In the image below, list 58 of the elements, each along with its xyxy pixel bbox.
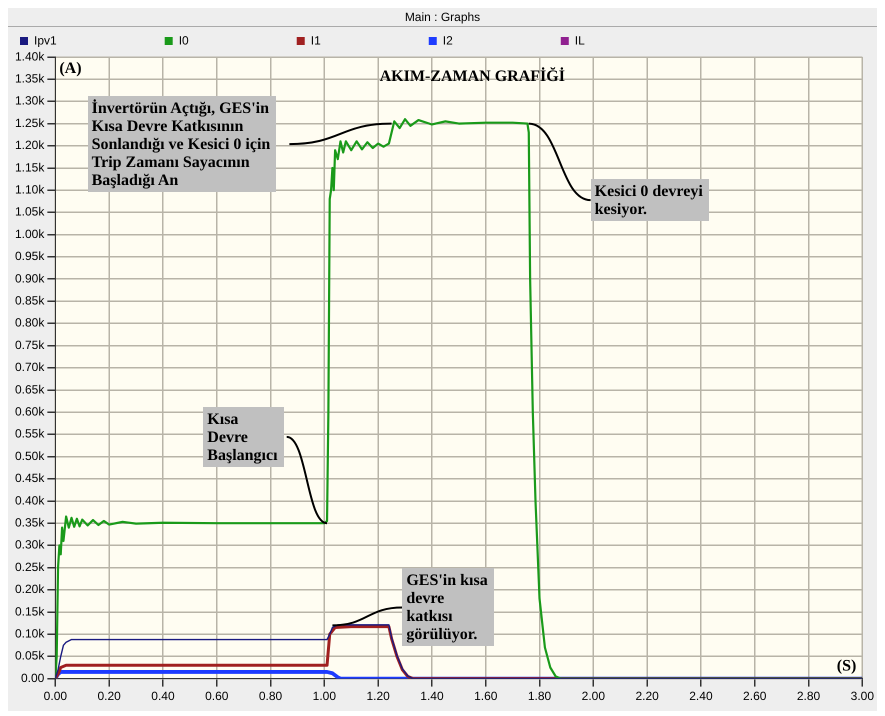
annotation: Kesici 0 devreyi kesiyor. [594, 183, 704, 220]
y-tick-label: 1.35k [14, 72, 46, 86]
x-tick-label: 2.60 [743, 689, 767, 704]
y-tick-label: 0.45k [14, 471, 46, 486]
y-tick-label: 0.20k [14, 582, 46, 596]
y-tick-label: 1.30k [14, 94, 46, 108]
y-tick-label: 1.00k [14, 226, 46, 241]
y-tick-label: 0.75k [14, 338, 46, 352]
y-tick-label: 0.25k [14, 560, 46, 574]
y-tick-label: 0.35k [14, 516, 46, 530]
x-tick-label: 2.00 [582, 689, 606, 704]
legend-label: I0 [178, 33, 289, 48]
legend-label: I1 [310, 33, 421, 48]
y-tick-label: 1.15k [14, 160, 46, 174]
y-tick-label: 1.40k [14, 49, 46, 64]
y-tick-label: 0.40k [14, 493, 46, 508]
x-tick-label: 1.60 [474, 689, 498, 704]
y-tick-label: 0.60k [14, 404, 46, 419]
y-tick-label: 1.20k [14, 138, 46, 152]
annotation: GES'in kısa devre katkısı görülüyor. [406, 572, 489, 644]
legend-label: I2 [442, 33, 553, 48]
annotation: Kısa Devre Başlangıcı [207, 410, 279, 465]
x-tick-label: 0.20 [97, 689, 122, 704]
x-tick-label: 3.00 [850, 689, 874, 704]
y-axis-title: (A) [59, 60, 82, 78]
x-tick-label: 1.80 [528, 689, 552, 704]
x-tick-label: 0.40 [151, 689, 175, 704]
y-tick-label: 0.50k [14, 448, 46, 463]
y-tick-label: 0.65k [14, 382, 46, 396]
chart-title: Main : Graphs [8, 8, 877, 27]
legend-label: IL [574, 33, 684, 48]
x-tick-label: 0.00 [44, 689, 68, 704]
annotation: İnvertörün Açtığı, GES'in Kısa Devre Katkısının Sonlandığı ve Kesici 0 için Trip Zamanı Sayacının Başladığı An [92, 100, 272, 190]
y-tick-label: 0.90k [14, 271, 46, 286]
x-tick-label: 2.40 [689, 689, 713, 704]
y-tick-label: 0.05k [14, 648, 46, 663]
y-tick-label: 1.05k [14, 204, 46, 219]
x-tick-label: 1.40 [420, 689, 444, 704]
x-tick-label: 1.00 [312, 689, 336, 704]
x-tick-label: 0.60 [205, 689, 229, 704]
y-tick-label: 0.70k [14, 360, 46, 374]
x-tick-label: 2.20 [635, 689, 660, 704]
x-axis-title: (S) [836, 658, 856, 675]
y-tick-label: 0.80k [14, 316, 46, 330]
y-tick-label: 0.15k [14, 604, 46, 618]
y-tick-label: 0.30k [14, 538, 46, 552]
x-tick-label: 1.20 [366, 689, 390, 704]
y-tick-label: 1.10k [14, 182, 46, 197]
x-tick-label: 2.80 [796, 689, 821, 704]
text: AKIM-ZAMAN GRAFİĞİ [380, 67, 565, 86]
x-tick-label: 0.80 [258, 689, 283, 704]
legend-label: Ipv1 [34, 33, 157, 48]
y-tick-label: 0.10k [14, 626, 46, 641]
y-tick-label: 0.00 [20, 670, 45, 685]
y-tick-label: 1.25k [14, 116, 46, 130]
y-tick-label: 0.95k [14, 249, 46, 264]
y-tick-label: 0.85k [14, 294, 46, 308]
y-tick-label: 0.55k [14, 426, 46, 441]
